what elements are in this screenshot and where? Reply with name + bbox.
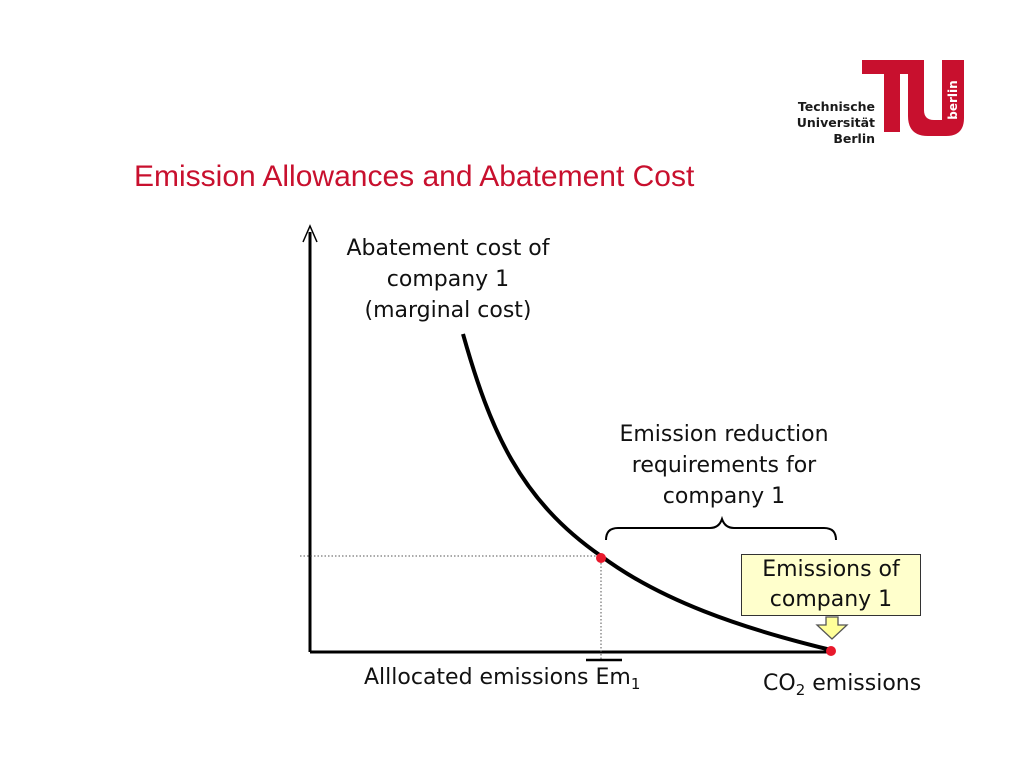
logo-side-text: berlin — [946, 80, 960, 119]
reduction-label-line-2: requirements for — [631, 453, 817, 478]
y-axis-label-line-1: Abatement cost of — [346, 236, 550, 261]
reduction-label-line-3: company 1 — [662, 484, 786, 509]
emissions-arrow — [815, 616, 849, 640]
allocated-emissions-label: Alllocated emissions Em1 — [364, 662, 640, 693]
x-axis-label-prefix: CO — [763, 671, 796, 696]
logo-line-1: Technische — [797, 99, 875, 114]
y-axis-label-line-3: (marginal cost) — [364, 298, 532, 323]
reduction-label-line-1: Emission reduction — [619, 422, 829, 447]
emissions-box-line-2: company 1 — [769, 587, 893, 612]
logo-wordmark: Technische Universität Berlin — [755, 99, 875, 147]
allocated-emissions-subscript: 1 — [630, 675, 641, 693]
y-axis-label-line-2: company 1 — [386, 267, 510, 292]
allocated-point — [596, 553, 606, 563]
actual-emissions-point — [826, 646, 836, 656]
slide-title: Emission Allowances and Abatement Cost — [134, 160, 695, 193]
allocated-emissions-text: Alllocated emissions Em — [364, 665, 631, 690]
x-axis-label-subscript: 2 — [795, 681, 806, 699]
y-axis-arrowhead — [302, 224, 318, 243]
logo-line-2: Universität — [796, 115, 875, 130]
y-axis-label: Abatement cost of company 1 (marginal co… — [318, 233, 578, 326]
reduction-label: Emission reduction requirements for comp… — [594, 419, 854, 512]
logo-line-3: Berlin — [833, 131, 875, 146]
x-axis-label: CO2 emissions — [763, 668, 921, 699]
tu-logo-mark: berlin — [862, 60, 964, 136]
tu-berlin-logo: berlin Technische Universität Berlin — [797, 58, 970, 150]
emissions-box-line-1: Emissions of — [762, 557, 900, 582]
emissions-box: Emissions of company 1 — [741, 554, 921, 616]
x-axis-label-suffix: emissions — [805, 671, 922, 696]
reduction-brace — [605, 515, 837, 541]
